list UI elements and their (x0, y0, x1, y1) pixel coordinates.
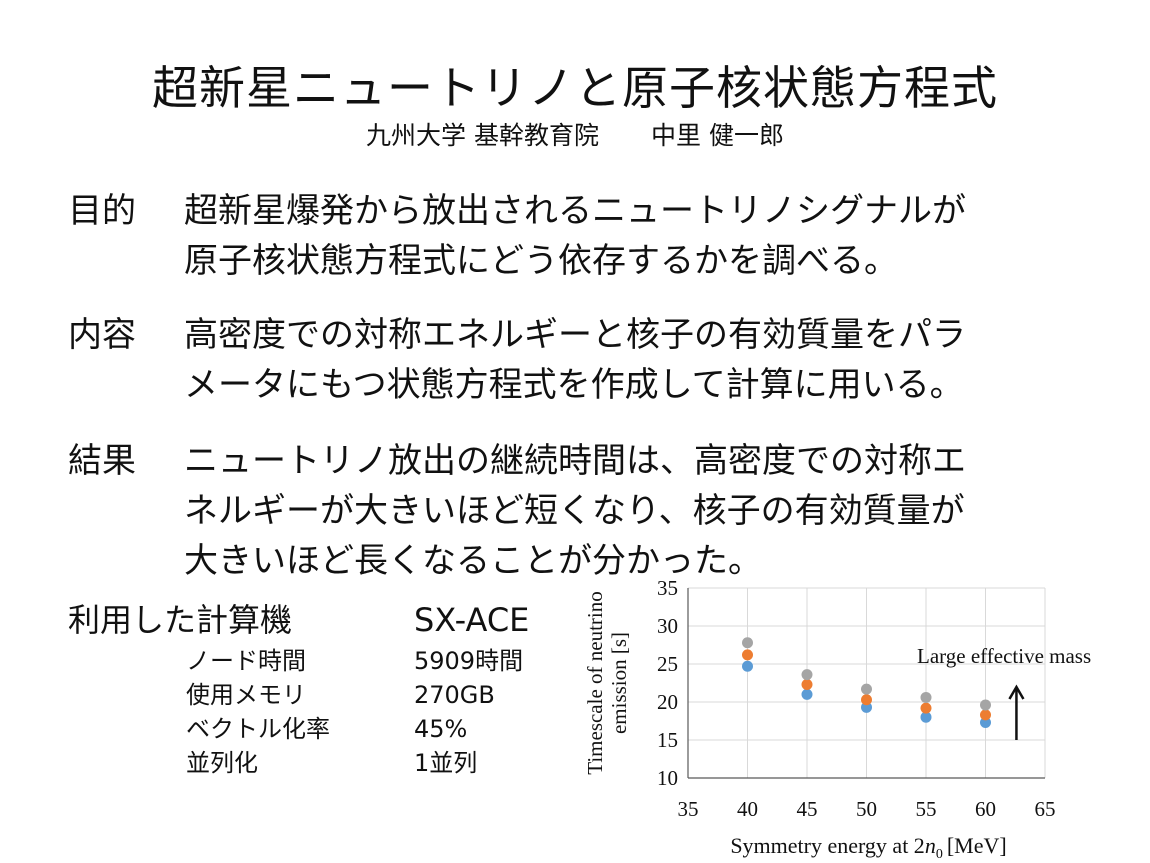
annotation-label: Large effective mass (917, 644, 1091, 668)
y-tick-label: 15 (657, 728, 678, 752)
data-point (742, 660, 753, 672)
data-point (861, 701, 872, 713)
author-name: 中里 健一郎 (651, 121, 784, 150)
data-point (742, 637, 753, 649)
data-point (801, 669, 813, 681)
x-tick-label: 40 (737, 797, 758, 821)
y-axis-label: Timescale of neutrino (583, 591, 607, 775)
purpose-line: 原子核状態方程式にどう依存するかを調べる。 (184, 241, 898, 281)
data-point (980, 699, 991, 711)
result-line: ネルギーが大きいほど短くなり、核子の有効質量が (184, 491, 965, 531)
spec-value: 45% (414, 715, 468, 743)
content-line: 高密度での対称エネルギーと核子の有効質量をパラ (184, 315, 966, 355)
slide-title: 超新星ニュートリノと原子核状態方程式 (152, 61, 998, 115)
affiliation: 九州大学 基幹教育院 (366, 121, 599, 150)
x-tick-label: 60 (975, 797, 996, 821)
chart-tick-labels: 10 15 20 25 30 35 35 40 45 50 55 60 65 (657, 576, 1056, 821)
spec-key: 使用メモリ (186, 681, 306, 709)
x-tick-label: 35 (678, 797, 699, 821)
spec-key: ベクトル化率 (186, 715, 330, 743)
data-point (980, 717, 991, 729)
computer-name: SX-ACE (414, 601, 530, 639)
data-point (920, 702, 932, 714)
computer-label: 利用した計算機 (68, 601, 293, 639)
data-point (742, 649, 753, 661)
spec-value: 1並列 (414, 749, 478, 777)
scatter-chart: 10 15 20 25 30 35 35 40 45 50 55 60 65 Large effecti… (583, 576, 1091, 860)
spec-key: 並列化 (186, 749, 258, 777)
x-tick-label: 55 (916, 797, 937, 821)
spec-key: ノード時間 (186, 647, 306, 675)
chart-points (742, 637, 991, 729)
data-point (801, 688, 813, 700)
result-line: ニュートリノ放出の継続時間は、高密度での対称エ (184, 441, 966, 481)
y-tick-label: 10 (657, 766, 678, 790)
spec-value: 270GB (414, 681, 495, 709)
x-tick-label: 50 (856, 797, 877, 821)
y-tick-label: 30 (657, 614, 678, 638)
spec-value: 5909時間 (414, 647, 524, 675)
content-line: メータにもつ状態方程式を作成して計算に用いる。 (184, 365, 964, 405)
content-label: 内容 (68, 315, 136, 355)
chart-axes (687, 588, 1045, 779)
arrow-head-icon (1008, 684, 1025, 700)
y-tick-label: 20 (657, 690, 678, 714)
purpose-line: 超新星爆発から放出されるニュートリノシグナルが (184, 191, 966, 231)
author-line: 九州大学 基幹教育院 中里 健一郎 (0, 119, 1150, 153)
y-tick-label: 25 (657, 652, 678, 676)
x-tick-label: 65 (1035, 797, 1056, 821)
y-axis-label-line2: emission [s] (607, 632, 631, 734)
x-axis-label: Symmetry energy at 2n0 [MeV] (730, 833, 1006, 860)
x-tick-label: 45 (797, 797, 818, 821)
chart-grid (687, 587, 1046, 779)
purpose-label: 目的 (68, 191, 136, 231)
result-line: 大きいほど長くなることが分かった。 (184, 541, 762, 581)
data-point (861, 683, 872, 695)
y-tick-label: 35 (657, 576, 678, 600)
data-point (920, 691, 932, 703)
data-point (861, 694, 872, 706)
data-point (920, 711, 932, 723)
data-point (801, 679, 813, 691)
result-label: 結果 (68, 441, 136, 481)
data-point (980, 709, 991, 721)
